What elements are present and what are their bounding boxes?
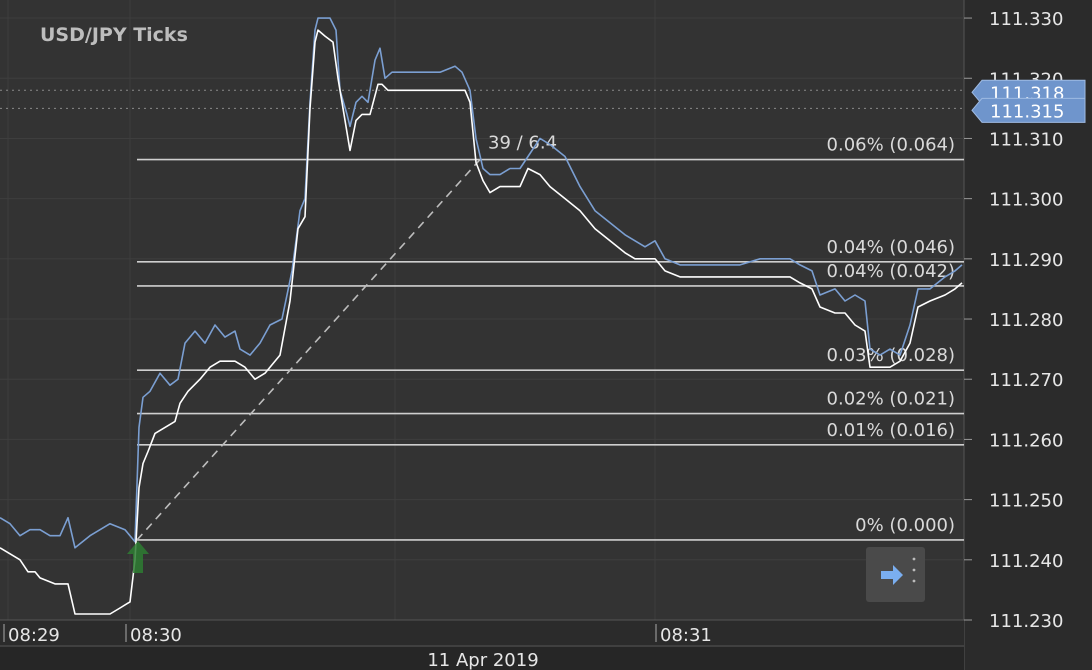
menu-dots-icon — [912, 568, 916, 572]
y-tick-label: 111.310 — [989, 129, 1063, 150]
y-tick-label: 111.260 — [989, 430, 1063, 451]
x-tick-label: 08:31 — [660, 625, 712, 646]
fib-level-label: 0.04% (0.042) — [827, 261, 955, 282]
chart-title: USD/JPY Ticks — [40, 24, 188, 46]
y-tick-label: 111.240 — [989, 551, 1063, 572]
date-bar — [0, 647, 964, 670]
y-tick-label: 111.250 — [989, 491, 1063, 512]
fib-level-label: 0% (0.000) — [855, 515, 955, 536]
y-tick-label: 111.270 — [989, 370, 1063, 391]
current-price-label: 111.315 — [990, 101, 1064, 122]
x-tick-label: 08:29 — [8, 625, 60, 646]
fib-level-label: 0.04% (0.046) — [827, 237, 955, 258]
arrow-right-icon — [881, 565, 903, 585]
trend-line[interactable] — [136, 158, 481, 541]
y-tick-label: 111.330 — [989, 9, 1063, 30]
ask-series-line — [0, 17, 963, 549]
y-tick-label: 111.300 — [989, 190, 1063, 211]
up-arrow-icon — [127, 540, 149, 573]
menu-dots-icon — [912, 579, 916, 583]
fib-level-label: 0.06% (0.064) — [827, 135, 955, 156]
plot-area — [0, 0, 964, 620]
date-label: 11 Apr 2019 — [427, 650, 538, 670]
y-tick-label: 111.230 — [989, 611, 1063, 632]
menu-dots-icon — [912, 557, 916, 561]
fib-level-label: 0.02% (0.021) — [827, 389, 955, 410]
y-tick-label: 111.290 — [989, 250, 1063, 271]
fib-level-label: 0.01% (0.016) — [827, 420, 955, 441]
y-tick-label: 111.280 — [989, 310, 1063, 331]
bid-series-line — [0, 29, 963, 615]
current-price-badge — [971, 97, 1086, 123]
x-tick-label: 08:30 — [130, 625, 182, 646]
fib-level-label: 0.03% (0.028) — [827, 345, 955, 366]
